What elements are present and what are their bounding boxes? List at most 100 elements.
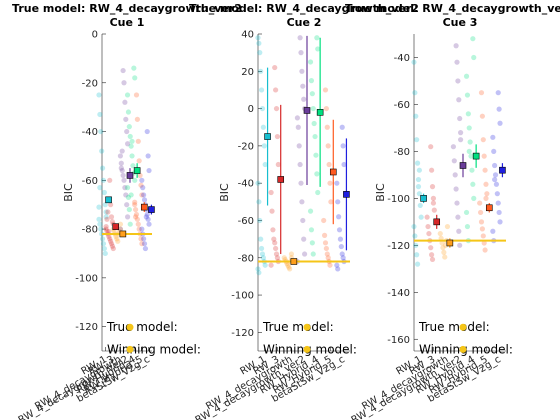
data-point [129, 139, 134, 144]
data-point [419, 215, 424, 220]
data-point [131, 66, 136, 71]
true-model-marker [304, 324, 311, 331]
winning-model-marker [460, 346, 467, 353]
mean-marker [330, 169, 336, 175]
data-point [490, 135, 495, 140]
data-point [100, 166, 105, 171]
data-point [299, 69, 304, 74]
y-tick-label: -120 [231, 328, 254, 339]
y-tick-label: -100 [231, 291, 254, 302]
mean-marker [127, 172, 133, 178]
data-point [121, 80, 126, 85]
data-point [139, 178, 144, 183]
mean-marker [447, 240, 453, 246]
data-point [416, 184, 421, 189]
data-point [287, 266, 292, 271]
data-point [465, 92, 470, 97]
data-point [125, 185, 130, 190]
data-point [470, 36, 475, 41]
data-point [334, 181, 339, 186]
winning-model-marker [304, 346, 311, 353]
data-point [132, 202, 137, 207]
data-point [482, 247, 487, 252]
y-axis-label: BIC [218, 183, 231, 202]
data-point [483, 196, 488, 201]
data-point [310, 240, 315, 245]
data-point [127, 124, 132, 129]
data-point [259, 246, 264, 251]
data-point [467, 125, 472, 130]
data-point [137, 158, 142, 163]
data-point [136, 222, 141, 227]
data-point [300, 84, 305, 89]
data-point [300, 218, 305, 223]
data-point [480, 226, 485, 231]
data-point [302, 251, 307, 256]
data-point [121, 173, 126, 178]
data-point [308, 209, 313, 214]
data-point [146, 222, 151, 227]
data-point [313, 153, 318, 158]
y-tick-label: 0 [92, 30, 98, 41]
data-point [257, 50, 262, 55]
data-point [259, 87, 264, 92]
data-point [340, 125, 345, 130]
mean-marker [106, 197, 112, 203]
data-point [496, 200, 501, 205]
data-point [269, 209, 274, 214]
mean-marker [343, 191, 349, 197]
data-point [128, 222, 133, 227]
data-point [495, 191, 500, 196]
data-point [483, 182, 488, 187]
data-point [101, 241, 106, 246]
data-point [301, 237, 306, 242]
data-point [315, 190, 320, 195]
data-point [132, 75, 137, 80]
data-point [129, 144, 134, 149]
data-point [102, 190, 107, 195]
data-point [275, 134, 280, 139]
data-point [469, 168, 474, 173]
data-point [490, 229, 495, 234]
data-point [97, 222, 102, 227]
data-point [471, 55, 476, 60]
data-point [425, 215, 430, 220]
y-tick-label: -20 [238, 141, 254, 152]
data-point [121, 178, 126, 183]
data-point [414, 252, 419, 257]
data-point [270, 227, 275, 232]
data-point [274, 106, 279, 111]
data-point [336, 214, 341, 219]
data-point [310, 91, 315, 96]
data-point [146, 153, 151, 158]
data-point [457, 116, 462, 121]
y-tick-label: -60 [82, 176, 98, 187]
data-point [418, 203, 423, 208]
y-tick-label: -80 [238, 253, 254, 264]
data-point [311, 106, 316, 111]
y-tick-label: -80 [394, 147, 410, 158]
data-point [261, 125, 266, 130]
data-point [314, 35, 319, 40]
data-point [298, 181, 303, 186]
data-point [456, 229, 461, 234]
data-point [263, 263, 268, 268]
winning-model-marker [127, 346, 134, 353]
data-point [458, 130, 463, 135]
data-point [471, 196, 476, 201]
data-point [136, 139, 141, 144]
data-point [492, 177, 497, 182]
data-point [298, 50, 303, 55]
data-point [497, 210, 502, 215]
data-point [129, 192, 134, 197]
data-point [468, 139, 473, 144]
data-point [477, 200, 482, 205]
data-point [99, 148, 104, 153]
data-point [454, 60, 459, 65]
data-point [322, 233, 327, 238]
data-point [413, 243, 418, 248]
data-point [327, 263, 332, 268]
data-point [102, 246, 107, 251]
data-point [146, 168, 151, 173]
